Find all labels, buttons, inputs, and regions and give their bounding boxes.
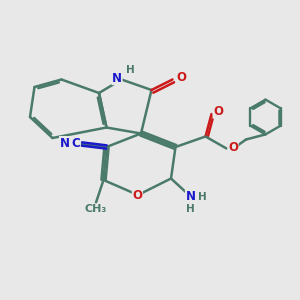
- Text: N: N: [59, 136, 70, 150]
- Text: O: O: [228, 141, 238, 154]
- Text: C: C: [71, 136, 80, 150]
- Text: N: N: [185, 190, 196, 203]
- Text: O: O: [176, 70, 186, 84]
- Text: O: O: [132, 189, 142, 202]
- Text: CH₃: CH₃: [85, 204, 107, 214]
- Text: N: N: [112, 71, 122, 85]
- Text: H: H: [125, 65, 134, 75]
- Text: O: O: [213, 105, 223, 118]
- Text: H: H: [198, 191, 207, 202]
- Text: H: H: [186, 203, 195, 214]
